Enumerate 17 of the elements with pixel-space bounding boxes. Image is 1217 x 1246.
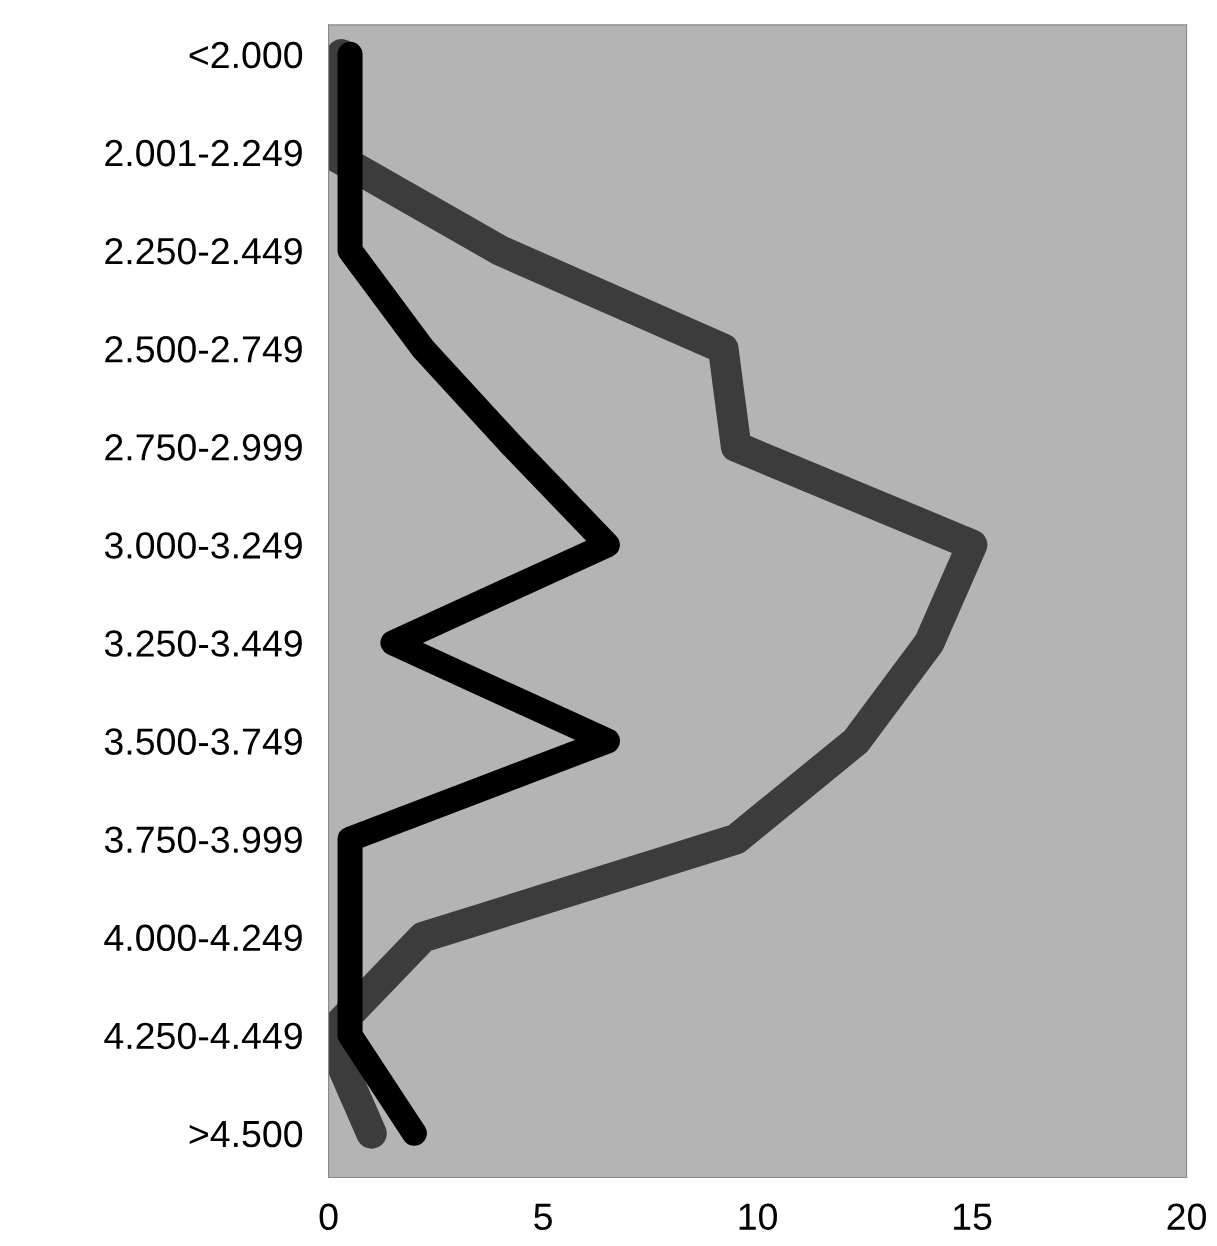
x-tick-label: 15 xyxy=(954,1203,992,1231)
x-tick-label: 10 xyxy=(739,1203,777,1231)
y-tick-label: 4.250-4.449 xyxy=(104,1022,302,1050)
y-tick-label: 3.250-3.449 xyxy=(104,630,302,657)
y-tick-label: 3.750-3.999 xyxy=(104,826,302,854)
y-tick-label: 2.500-2.749 xyxy=(105,336,302,363)
y-tick-label: 2.001-2.249 xyxy=(105,139,302,167)
y-tick-label: 3.500-3.749 xyxy=(104,728,302,755)
y-tick-label: 2.250-2.449 xyxy=(105,237,302,265)
x-tick-label: 5 xyxy=(534,1203,552,1231)
y-tick-label: 2.750-2.999 xyxy=(105,434,302,461)
x-tick-label: 20 xyxy=(1167,1203,1206,1231)
y-tick-label: <2.000 xyxy=(189,41,303,69)
x-tick-label: 0 xyxy=(319,1203,338,1231)
y-tick-label: 3.000-3.249 xyxy=(104,532,302,559)
y-tick-label: >4.500 xyxy=(189,1120,303,1148)
y-tick-label: 4.000-4.249 xyxy=(104,924,302,952)
